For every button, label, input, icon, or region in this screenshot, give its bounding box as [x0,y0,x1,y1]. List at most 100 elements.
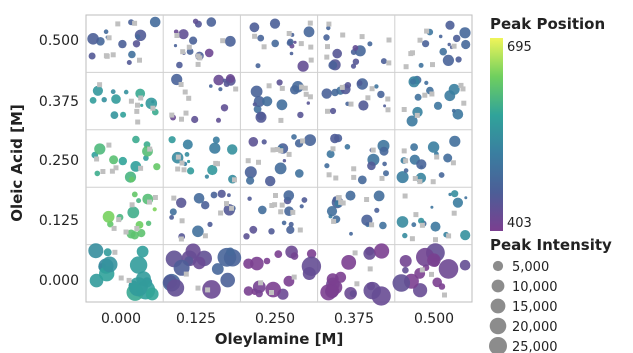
peak-point [374,243,390,259]
no-peak-marker [433,237,438,243]
peak-point [303,26,315,38]
peak-point [430,205,434,209]
no-peak-marker [205,287,211,293]
no-peak-marker [326,172,332,178]
no-peak-marker [261,44,267,50]
peak-point [187,159,191,164]
no-peak-marker [461,100,467,106]
x-tick-label: 0.125 [176,311,216,327]
colorbar-legend: Peak Position 695 403 [490,15,605,231]
no-peak-marker [147,199,152,205]
no-peak-marker [450,160,456,166]
no-peak-marker [286,31,292,36]
peak-point [94,143,106,155]
peak-point [223,81,230,87]
no-peak-marker [171,195,177,201]
no-peak-marker [195,61,201,67]
no-peak-marker [325,108,330,114]
peak-point [430,221,441,232]
y-axis-title: Oleic Acid [M] [8,104,26,222]
peak-point [271,39,280,48]
no-peak-marker [106,35,112,41]
y-tick-label: 0.125 [39,213,79,229]
peak-point [304,134,316,147]
peak-point [406,115,418,127]
peak-point [132,40,141,48]
peak-point [209,142,221,154]
peak-point [289,51,294,56]
no-peak-marker [116,217,122,223]
peak-point [349,231,353,236]
peak-point [206,17,217,27]
no-peak-marker [115,21,121,27]
no-peak-marker [134,226,140,231]
no-peak-marker [351,174,357,180]
no-peak-marker [233,86,239,92]
peak-point [145,220,152,226]
colorbar-gradient [490,38,503,231]
no-peak-marker [128,98,134,104]
no-peak-marker [195,53,201,59]
peak-point [374,207,380,213]
peak-point [274,162,287,175]
peak-point [261,139,267,145]
peak-point [127,206,140,219]
peak-point [149,16,161,28]
no-peak-marker [132,20,138,26]
peak-point [410,78,416,85]
peak-point [326,206,338,217]
no-peak-marker [385,96,391,102]
no-peak-marker [278,148,284,154]
no-peak-marker [269,203,275,208]
no-peak-marker [274,147,280,152]
peak-point [212,136,220,144]
peak-point [169,208,177,216]
peak-point [189,36,198,45]
no-peak-marker [385,107,391,113]
peak-point [433,101,443,110]
no-peak-marker [178,82,184,87]
no-peak-marker [94,156,100,162]
peak-point [459,259,471,271]
peak-point [383,170,389,177]
peak-point [276,79,283,86]
peak-point [226,247,235,256]
peak-point [301,197,308,203]
peak-point [357,175,367,185]
peak-point [136,245,149,258]
peak-point [306,249,317,259]
size-legend-label: 15,000 [512,300,558,315]
no-peak-marker [460,86,466,92]
peak-point [192,225,204,238]
no-peak-marker [413,212,419,218]
peak-point [460,230,471,241]
peak-point [243,286,254,296]
peak-point [204,174,209,179]
peak-point [350,63,357,69]
peak-point [363,247,376,260]
peak-point [382,161,387,167]
peak-point [220,104,229,112]
peak-point [249,22,260,33]
no-peak-marker [218,210,224,216]
no-peak-marker [186,95,192,101]
no-peak-marker [417,37,423,43]
no-peak-marker [419,222,425,228]
peak-point [438,34,443,39]
peak-point [281,220,287,226]
no-peak-marker [179,116,184,122]
no-peak-marker [414,112,420,118]
peak-point [263,257,271,265]
peak-point [211,263,224,275]
peak-point [220,272,235,288]
peak-point [403,168,409,173]
peak-point [217,189,226,198]
peak-point [452,197,463,208]
peak-point [422,40,430,48]
x-tick-label: 0.000 [101,311,141,327]
x-tick-label: 0.500 [414,311,454,327]
size-legend-label: 25,000 [512,340,558,353]
size-legend-marker [489,317,507,335]
peak-point [120,111,127,118]
peak-point [443,153,453,163]
